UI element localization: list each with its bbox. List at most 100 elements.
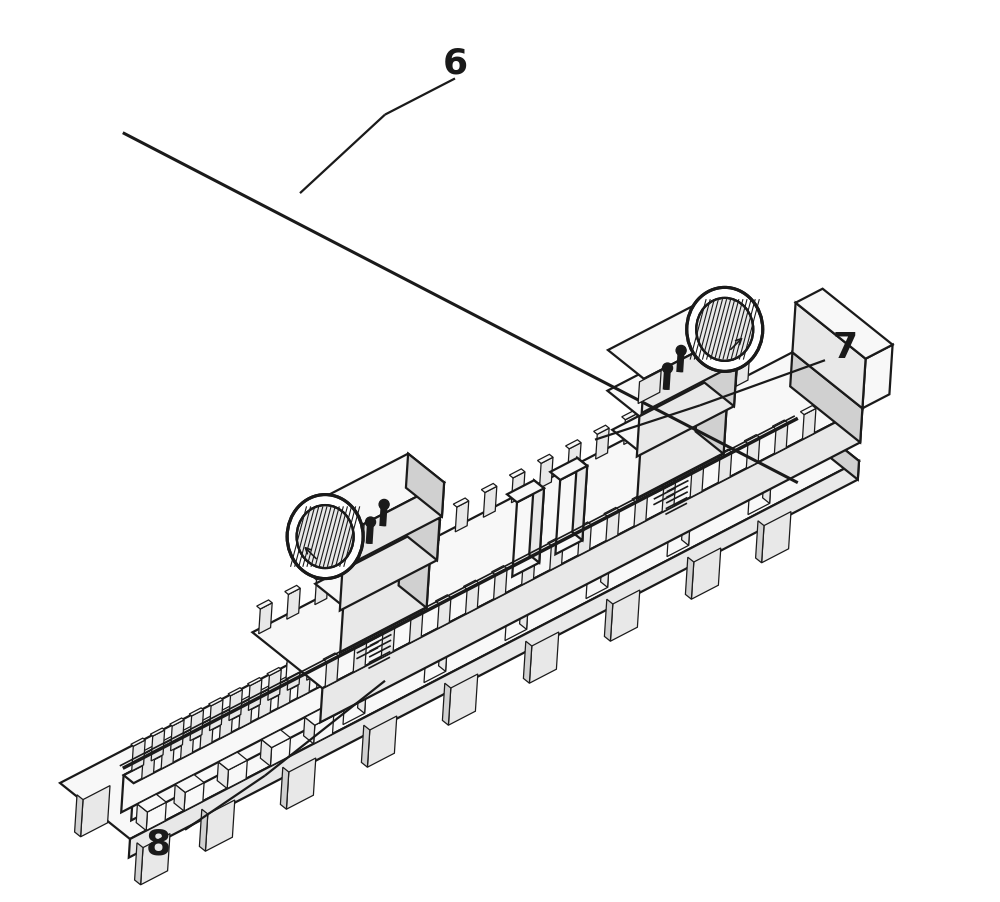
Polygon shape [802, 409, 816, 440]
Polygon shape [437, 598, 451, 629]
Polygon shape [311, 454, 444, 533]
Polygon shape [638, 372, 661, 404]
Polygon shape [691, 439, 714, 469]
Polygon shape [340, 520, 440, 611]
Polygon shape [209, 700, 223, 731]
Polygon shape [631, 501, 661, 552]
Polygon shape [287, 659, 301, 691]
Polygon shape [544, 518, 552, 542]
Polygon shape [523, 641, 532, 684]
Polygon shape [464, 581, 479, 590]
Polygon shape [442, 684, 451, 725]
Polygon shape [219, 708, 233, 739]
Polygon shape [407, 610, 423, 619]
Polygon shape [131, 739, 145, 746]
Polygon shape [227, 760, 247, 788]
Polygon shape [520, 551, 535, 560]
Polygon shape [520, 605, 528, 630]
Polygon shape [696, 385, 727, 455]
Polygon shape [75, 795, 83, 837]
Polygon shape [425, 513, 441, 522]
Polygon shape [604, 600, 613, 641]
Polygon shape [660, 479, 676, 488]
Polygon shape [238, 696, 252, 704]
Polygon shape [141, 746, 155, 754]
Polygon shape [499, 605, 528, 622]
Polygon shape [305, 707, 334, 725]
Polygon shape [345, 483, 444, 567]
Polygon shape [682, 521, 690, 546]
Polygon shape [418, 648, 447, 664]
Polygon shape [652, 400, 665, 430]
Polygon shape [796, 290, 893, 359]
Polygon shape [142, 749, 155, 779]
Polygon shape [399, 530, 413, 561]
Polygon shape [301, 644, 309, 668]
Polygon shape [650, 397, 665, 406]
Polygon shape [184, 783, 204, 811]
Polygon shape [228, 688, 242, 696]
Polygon shape [307, 668, 337, 720]
Polygon shape [367, 608, 390, 638]
Ellipse shape [696, 299, 753, 362]
Polygon shape [310, 495, 440, 571]
Polygon shape [317, 658, 330, 688]
Polygon shape [607, 341, 737, 417]
Polygon shape [691, 548, 721, 600]
Polygon shape [637, 408, 727, 499]
Polygon shape [150, 728, 165, 736]
Polygon shape [131, 671, 350, 821]
Polygon shape [341, 557, 356, 566]
Polygon shape [548, 537, 563, 546]
Polygon shape [667, 527, 690, 557]
Polygon shape [137, 795, 166, 812]
Polygon shape [217, 762, 228, 788]
Polygon shape [522, 555, 535, 585]
Polygon shape [301, 677, 310, 720]
Polygon shape [297, 667, 311, 698]
Polygon shape [258, 688, 272, 719]
Polygon shape [466, 584, 479, 614]
Text: 7: 7 [832, 330, 858, 364]
Polygon shape [340, 562, 430, 653]
Polygon shape [586, 569, 609, 599]
Polygon shape [229, 690, 242, 721]
Polygon shape [568, 443, 581, 474]
Polygon shape [637, 366, 737, 457]
Polygon shape [252, 353, 862, 688]
Polygon shape [388, 626, 418, 677]
Polygon shape [220, 720, 229, 761]
Polygon shape [343, 559, 356, 591]
Polygon shape [218, 752, 247, 770]
Polygon shape [181, 728, 194, 759]
Polygon shape [538, 455, 553, 464]
Polygon shape [60, 406, 859, 839]
Polygon shape [141, 833, 170, 885]
Polygon shape [409, 612, 423, 643]
Polygon shape [529, 632, 559, 684]
Polygon shape [136, 804, 147, 831]
Polygon shape [622, 411, 637, 420]
Polygon shape [379, 624, 395, 633]
Polygon shape [529, 524, 552, 554]
Text: 8: 8 [145, 826, 171, 861]
Polygon shape [529, 481, 544, 563]
Polygon shape [81, 786, 110, 837]
Polygon shape [469, 584, 499, 636]
Polygon shape [129, 462, 859, 858]
Polygon shape [135, 842, 143, 885]
Polygon shape [512, 489, 544, 577]
Polygon shape [258, 686, 272, 694]
Polygon shape [612, 385, 727, 453]
Polygon shape [270, 738, 291, 767]
Polygon shape [688, 465, 704, 474]
Polygon shape [662, 482, 676, 512]
Polygon shape [685, 557, 694, 600]
Polygon shape [190, 710, 204, 741]
Polygon shape [680, 385, 693, 416]
Polygon shape [361, 602, 390, 619]
Polygon shape [576, 522, 591, 531]
Polygon shape [399, 539, 430, 608]
Polygon shape [285, 585, 300, 594]
Polygon shape [341, 525, 364, 558]
